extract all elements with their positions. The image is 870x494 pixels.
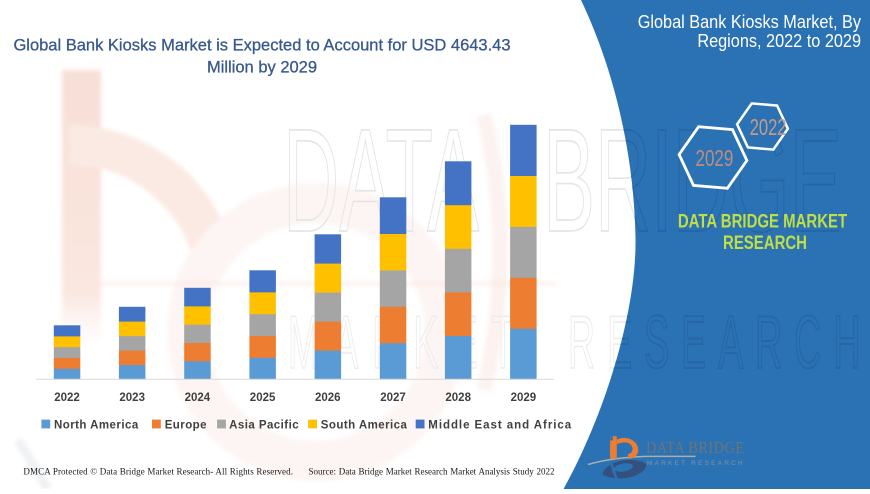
svg-text:Europe: Europe [165,419,207,431]
svg-text:South America: South America [321,419,408,431]
svg-text:Asia Pacific: Asia Pacific [229,419,299,431]
svg-text:MARKET RESEARCH: MARKET RESEARCH [647,460,745,467]
svg-text:Regions, 2022 to 2029: Regions, 2022 to 2029 [697,30,861,51]
svg-text:2022: 2022 [750,115,787,140]
svg-text:DMCA Protected © Data Bridge M: DMCA Protected © Data Bridge Market Rese… [23,466,293,476]
svg-text:2026: 2026 [315,392,341,404]
svg-text:Million by 2029: Million by 2029 [207,58,317,76]
svg-text:2022: 2022 [54,392,80,404]
svg-text:2027: 2027 [380,392,406,404]
svg-text:2025: 2025 [250,392,276,404]
svg-text:North America: North America [54,419,139,431]
svg-text:Middle East and Africa: Middle East and Africa [428,419,572,431]
svg-text:DATA BRIDGE: DATA BRIDGE [646,439,745,457]
svg-text:2024: 2024 [185,392,211,404]
svg-text:2023: 2023 [119,392,145,404]
svg-text:Global Bank Kiosks Market, By: Global Bank Kiosks Market, By [638,11,862,32]
svg-text:2029: 2029 [511,392,537,404]
svg-text:2028: 2028 [445,392,471,404]
svg-text:DATA BRIDGE MARKET: DATA BRIDGE MARKET [678,210,848,232]
svg-text:2029: 2029 [695,147,733,172]
svg-text:Global Bank Kiosks Market is E: Global Bank Kiosks Market is Expected to… [13,37,510,55]
svg-text:RESEARCH: RESEARCH [723,231,807,253]
svg-text:Source: Data Bridge Market Res: Source: Data Bridge Market Research Mark… [309,466,555,476]
